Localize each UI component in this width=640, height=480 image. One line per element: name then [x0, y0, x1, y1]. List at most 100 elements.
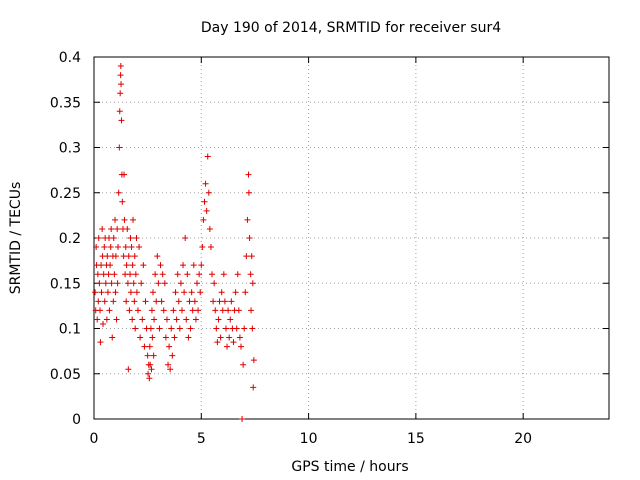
data-point [115, 244, 122, 251]
data-point [134, 307, 141, 314]
data-point [102, 280, 109, 287]
data-point [148, 307, 155, 314]
data-point [240, 361, 247, 368]
y-tick-labels: 0 0.05 0.1 0.15 0.2 0.25 0.3 0.35 0.4 [50, 50, 81, 428]
y-tick-label: 0.35 [50, 95, 81, 111]
data-point [117, 63, 124, 70]
data-point [138, 280, 145, 287]
data-point [103, 316, 110, 323]
x-tick-labels: 0 5 10 15 20 [90, 431, 533, 447]
data-point [127, 235, 134, 241]
data-point [216, 298, 223, 305]
data-point [142, 298, 149, 305]
data-point [242, 289, 249, 296]
data-point [130, 216, 137, 223]
data-point [212, 307, 219, 314]
data-point [221, 298, 228, 305]
data-point [215, 316, 222, 323]
data-point [108, 225, 115, 232]
data-point [112, 216, 119, 223]
data-point [206, 225, 213, 232]
data-point [175, 298, 182, 305]
data-point [174, 271, 181, 278]
data-point [110, 235, 117, 241]
data-point [94, 316, 101, 323]
data-point [159, 271, 166, 278]
data-point [155, 280, 162, 287]
data-point [177, 280, 184, 287]
data-point [197, 289, 204, 296]
data-point [241, 325, 248, 332]
data-point [203, 207, 210, 214]
data-point [214, 339, 221, 346]
data-point [117, 90, 124, 97]
data-point [180, 262, 187, 269]
data-point [145, 370, 152, 377]
data-point [144, 352, 151, 359]
data-point [154, 253, 161, 260]
data-point [127, 271, 134, 278]
data-point [187, 325, 194, 332]
data-point [204, 153, 211, 160]
data-point [207, 244, 214, 251]
data-point [119, 198, 126, 205]
data-point [153, 298, 160, 305]
data-point [194, 280, 200, 287]
data-point [104, 253, 111, 260]
data-point [110, 298, 117, 305]
data-point [98, 289, 105, 296]
data-point [205, 189, 212, 196]
data-point [249, 325, 256, 332]
data-point [191, 298, 198, 305]
data-point [95, 235, 102, 241]
data-point [226, 334, 233, 341]
data-point [105, 271, 112, 278]
data-point [156, 325, 163, 332]
data-point [111, 271, 118, 278]
data-point [131, 298, 138, 305]
data-point [152, 271, 159, 278]
data-point [104, 289, 111, 296]
data-point [250, 357, 257, 364]
grid-lines [94, 57, 609, 419]
data-point [234, 271, 241, 278]
data-point [170, 307, 177, 314]
data-point [132, 325, 139, 332]
data-point [112, 253, 119, 260]
data-point [108, 280, 115, 287]
data-point [140, 262, 147, 269]
x-tick-label: 5 [197, 431, 206, 447]
data-point [163, 316, 170, 323]
data-point [129, 262, 136, 269]
y-tick-label: 0.2 [59, 231, 81, 247]
data-point [189, 307, 196, 314]
data-point [198, 262, 205, 269]
data-point [97, 307, 104, 314]
data-point [158, 298, 165, 305]
data-point [124, 225, 131, 232]
data-point [213, 325, 220, 332]
data-point [183, 316, 190, 323]
x-tick-label: 20 [514, 431, 532, 447]
data-point [169, 352, 176, 359]
data-point [139, 316, 146, 323]
data-point [237, 343, 244, 350]
data-point [248, 307, 255, 314]
data-point [121, 171, 128, 178]
data-point [211, 280, 218, 287]
data-point [232, 289, 239, 296]
data-point [171, 334, 178, 341]
data-point [222, 325, 229, 332]
data-point [249, 280, 256, 287]
data-point [181, 289, 188, 296]
data-point [117, 72, 124, 79]
data-point [147, 325, 154, 332]
data-point [96, 280, 103, 287]
data-point [114, 280, 121, 287]
data-point [121, 216, 128, 223]
data-point [125, 253, 132, 260]
data-point [185, 334, 192, 341]
data-point [243, 253, 250, 260]
x-tick-label: 0 [90, 431, 99, 447]
data-point [120, 253, 127, 260]
